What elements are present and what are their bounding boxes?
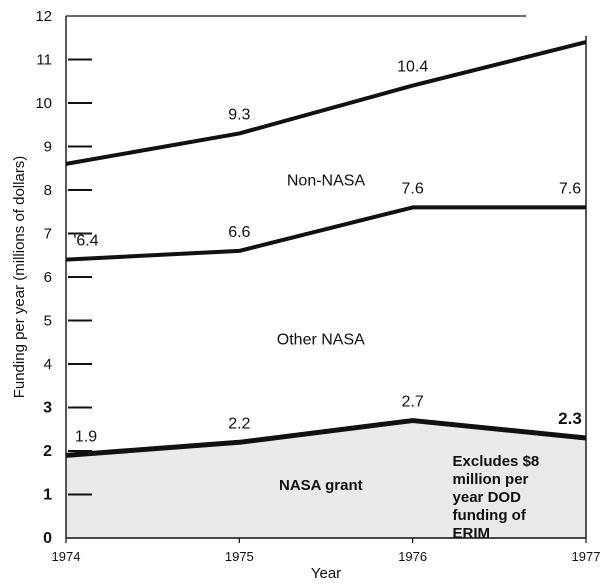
y-tick-label: 1 bbox=[43, 487, 52, 504]
data-label: 10.4 bbox=[397, 59, 428, 76]
y-tick-label: 11 bbox=[36, 52, 52, 69]
series-line-total bbox=[65, 40, 587, 166]
series-line-nasa-total bbox=[65, 205, 586, 262]
y-tick-label: 3 bbox=[43, 400, 52, 417]
x-tick-label: 1975 bbox=[225, 549, 254, 564]
y-tick-label: 6 bbox=[44, 269, 52, 286]
region-label-non-nasa: Non-NASA bbox=[287, 173, 366, 190]
y-tick-label: 4 bbox=[44, 356, 52, 373]
annotation-line: million per bbox=[453, 471, 529, 488]
data-label: 7.6 bbox=[559, 180, 581, 197]
x-tick-label: 1974 bbox=[52, 549, 81, 564]
y-tick-label: 5 bbox=[44, 313, 52, 330]
x-tick-label: 1977 bbox=[572, 549, 601, 564]
x-axis-title: Year bbox=[311, 565, 341, 582]
y-tick-label: 2 bbox=[43, 443, 52, 460]
data-label: 2.3 bbox=[558, 409, 582, 428]
y-tick-label: 10 bbox=[35, 95, 52, 112]
data-label: '6.4 bbox=[73, 233, 98, 250]
data-label: 7.6 bbox=[402, 180, 424, 197]
region-label-other-nasa: Other NASA bbox=[277, 331, 365, 348]
nasa-grant-shaded-area bbox=[66, 420, 586, 538]
y-tick-label: 7 bbox=[44, 226, 52, 243]
y-tick-label: 0 bbox=[43, 530, 52, 547]
x-tick-label: 1976 bbox=[398, 549, 427, 564]
series-line-nasa-grant bbox=[65, 418, 587, 458]
y-tick-label: 8 bbox=[44, 182, 52, 199]
data-label: 1.9 bbox=[75, 428, 97, 445]
y-tick-label: 9 bbox=[44, 139, 52, 156]
data-label: 6.6 bbox=[228, 224, 250, 241]
data-label: 2.2 bbox=[228, 415, 250, 432]
region-label-nasa-grant: NASA grant bbox=[279, 477, 363, 494]
annotation-line: year DOD bbox=[453, 489, 522, 506]
annotation-line: funding of bbox=[453, 507, 527, 524]
y-tick-label: 12 bbox=[35, 8, 52, 25]
data-label: 9.3 bbox=[228, 106, 250, 123]
annotation-line: ERIM bbox=[453, 525, 491, 542]
data-label: 2.7 bbox=[402, 394, 424, 411]
y-axis-title: Funding per year (millions of dollars) bbox=[11, 156, 28, 399]
annotation-line: Excludes $8 bbox=[453, 453, 540, 470]
